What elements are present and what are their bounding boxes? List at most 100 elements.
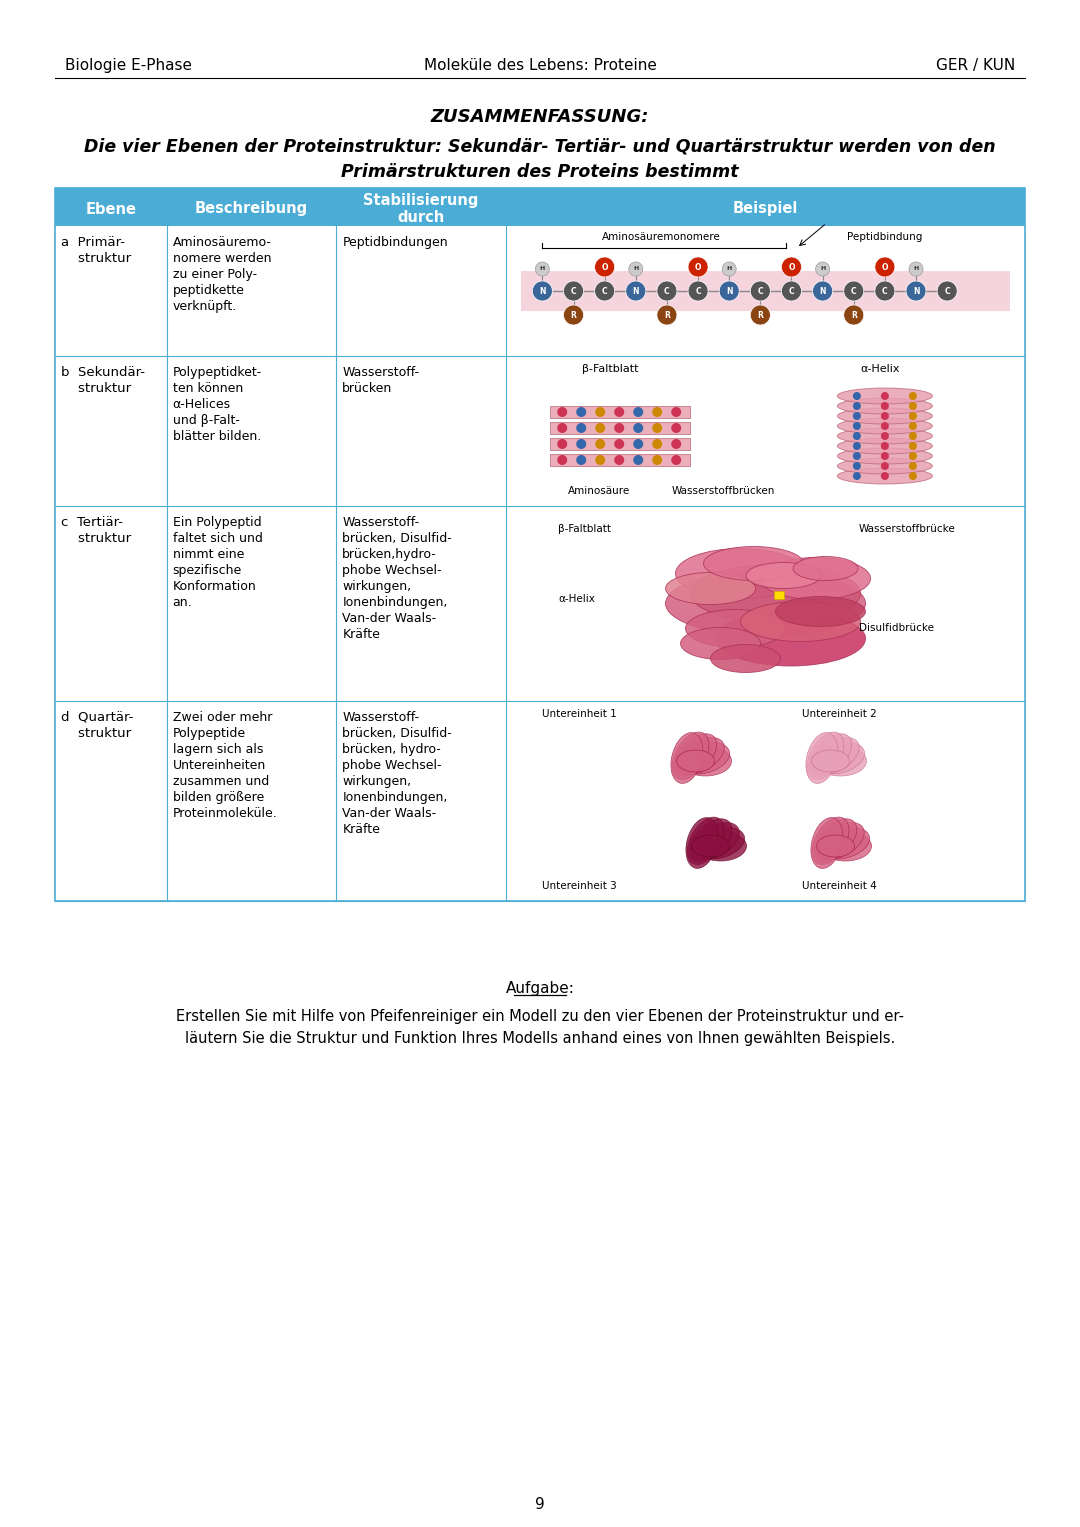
Bar [550,406,690,418]
Circle shape [812,281,833,301]
Ellipse shape [811,750,850,773]
Bar [550,438,690,450]
Ellipse shape [837,447,932,464]
Circle shape [688,257,708,276]
Circle shape [615,423,624,434]
Text: Disulfidbrücke: Disulfidbrücke [859,623,934,634]
Ellipse shape [760,557,870,600]
Circle shape [909,452,917,460]
Text: R: R [570,310,577,319]
Ellipse shape [690,565,861,623]
Circle shape [909,392,917,400]
Circle shape [633,455,644,466]
Circle shape [657,281,677,301]
Ellipse shape [820,831,872,861]
Circle shape [595,408,605,417]
Circle shape [615,408,624,417]
Ellipse shape [711,644,781,672]
Circle shape [881,452,889,460]
Text: Aminosäure: Aminosäure [568,486,631,496]
Ellipse shape [693,828,744,860]
Ellipse shape [687,817,724,864]
Circle shape [557,408,567,417]
Circle shape [577,438,586,449]
Circle shape [853,402,861,411]
Text: C: C [570,287,577,296]
Text: H: H [820,267,825,272]
Bar [55,188,1025,226]
Circle shape [843,281,864,301]
Text: Wasserstoff-
brücken, Disulfid-
brücken, hydro-
phobe Wechsel-
wirkungen,
Ionenb: Wasserstoff- brücken, Disulfid- brücken,… [342,712,453,835]
Ellipse shape [837,399,932,414]
Circle shape [536,263,550,276]
Circle shape [557,423,567,434]
Ellipse shape [691,835,729,857]
Ellipse shape [674,734,717,776]
Text: N: N [726,287,732,296]
Text: α-Helix: α-Helix [860,363,900,374]
Ellipse shape [816,835,854,857]
Circle shape [843,305,864,325]
Bar [521,270,1010,312]
Circle shape [564,305,583,325]
Circle shape [751,281,770,301]
Ellipse shape [813,742,865,774]
Text: α-Helix: α-Helix [558,594,595,603]
Circle shape [909,472,917,479]
Circle shape [853,392,861,400]
Text: a  Primär-
    struktur: a Primär- struktur [60,237,131,266]
Ellipse shape [809,734,852,776]
Ellipse shape [671,733,703,783]
Text: β-Faltblatt: β-Faltblatt [558,524,611,534]
Text: N: N [633,287,639,296]
Text: Untereinheit 3: Untereinheit 3 [542,881,617,890]
Text: Zwei oder mehr
Polypeptide
lagern sich als
Untereinheiten
zusammen und
bilden gr: Zwei oder mehr Polypeptide lagern sich a… [173,712,278,820]
Ellipse shape [807,731,843,780]
Text: Aminosäuremo-
nomere werden
zu einer Poly-
peptidkette
verknüpft.: Aminosäuremo- nomere werden zu einer Pol… [173,237,271,313]
Text: H: H [633,267,638,272]
Ellipse shape [811,817,842,869]
Ellipse shape [816,823,864,860]
Circle shape [615,455,624,466]
Text: O: O [602,263,608,272]
Circle shape [633,423,644,434]
Text: c  Tertiär-
    struktur: c Tertiär- struktur [60,516,131,545]
Circle shape [688,281,708,301]
Ellipse shape [814,747,866,776]
Text: R: R [664,310,670,319]
Text: Aufgabe:: Aufgabe: [505,980,575,996]
Circle shape [671,408,681,417]
Ellipse shape [837,467,932,484]
Circle shape [909,421,917,431]
Bar [55,188,1025,901]
Text: Erstellen Sie mit Hilfe von Pfeifenreiniger ein Modell zu den vier Ebenen der Pr: Erstellen Sie mit Hilfe von Pfeifenreini… [176,1009,904,1025]
Circle shape [881,432,889,440]
Text: Stabilisierung
durch: Stabilisierung durch [364,192,478,224]
Circle shape [564,281,583,301]
Circle shape [853,463,861,470]
Text: GER / KUN: GER / KUN [935,58,1015,73]
Ellipse shape [741,602,861,641]
Ellipse shape [812,738,860,774]
Text: 9: 9 [535,1496,545,1512]
Circle shape [782,281,801,301]
Text: H: H [914,267,919,272]
Ellipse shape [677,738,725,774]
Text: C: C [664,287,670,296]
Text: N: N [913,287,919,296]
Text: C: C [882,287,888,296]
Circle shape [881,421,889,431]
Text: N: N [539,287,545,296]
Circle shape [577,408,586,417]
Ellipse shape [814,818,856,861]
Circle shape [853,472,861,479]
Circle shape [532,281,552,301]
Ellipse shape [837,438,932,454]
Circle shape [815,263,829,276]
Ellipse shape [678,742,730,774]
Circle shape [853,421,861,431]
Text: Wasserstoff-
brücken: Wasserstoff- brücken [342,366,419,395]
Text: C: C [944,287,950,296]
Circle shape [652,423,662,434]
Text: läutern Sie die Struktur und Funktion Ihres Modells anhand eines von Ihnen gewäh: läutern Sie die Struktur und Funktion Ih… [185,1031,895,1046]
